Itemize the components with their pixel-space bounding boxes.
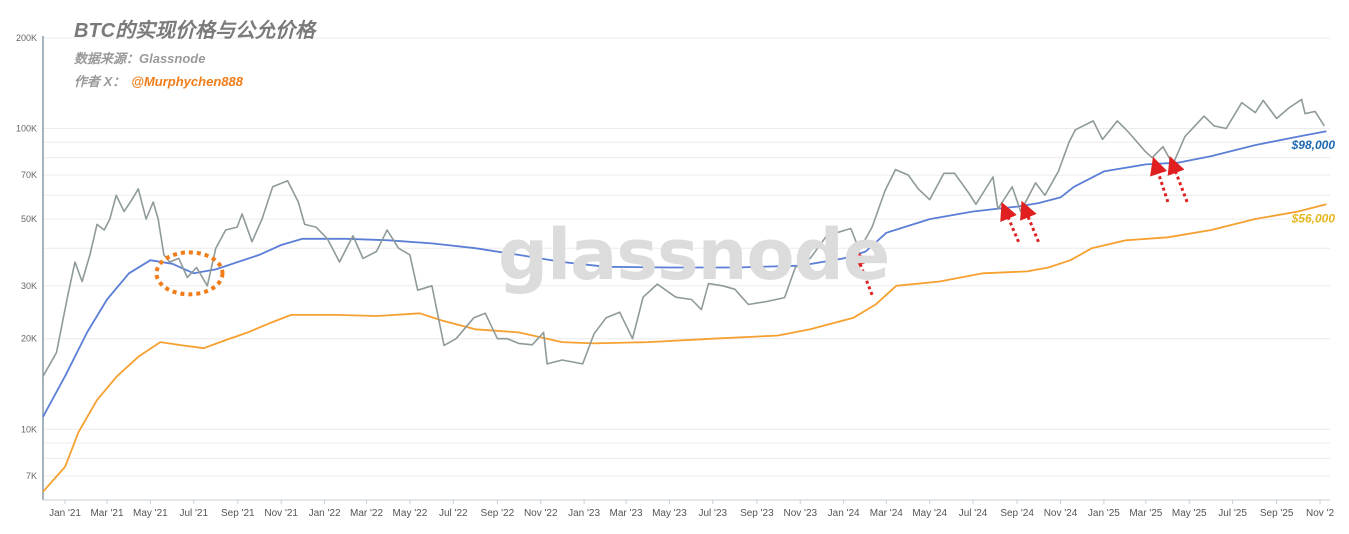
chart-title: BTC的实现价格与公允价格 bbox=[74, 20, 316, 42]
author-prefix: 作者 X： bbox=[74, 74, 126, 89]
x-tick-label: Jan '22 bbox=[309, 508, 341, 519]
x-tick-label: May '23 bbox=[652, 508, 687, 519]
x-tick-label: Mar '22 bbox=[350, 508, 383, 519]
x-tick-label: Jul '25 bbox=[1218, 508, 1247, 519]
x-tick-label: Nov '22 bbox=[524, 508, 558, 519]
y-tick-label: 7K bbox=[26, 471, 37, 481]
x-tick-label: Jul '22 bbox=[439, 508, 468, 519]
x-tick-label: May '24 bbox=[912, 508, 947, 519]
y-tick-label: 30K bbox=[21, 281, 37, 291]
x-tick-label: Sep '25 bbox=[1260, 508, 1294, 519]
x-tick-label: Mar '23 bbox=[610, 508, 643, 519]
x-tick-label: Nov '2 bbox=[1306, 508, 1334, 519]
x-tick-label: Sep '21 bbox=[221, 508, 255, 519]
dotted-circle-highlight bbox=[154, 250, 225, 297]
author-line: 作者 X： @Murphychen888 bbox=[74, 71, 243, 90]
x-tick-label: Jul '24 bbox=[959, 508, 988, 519]
dotted-arrow bbox=[852, 248, 874, 296]
x-tick-label: Sep '23 bbox=[740, 508, 774, 519]
annotations: $98,000 $56,000 bbox=[154, 138, 1336, 297]
x-tick-label: Jan '21 bbox=[49, 508, 81, 519]
x-tick-label: Sep '24 bbox=[1000, 508, 1034, 519]
x-tick-label: Mar '21 bbox=[90, 508, 123, 519]
x-tick-label: Mar '24 bbox=[870, 508, 903, 519]
dotted-arrow bbox=[1150, 156, 1170, 203]
x-tick-label: May '22 bbox=[393, 508, 428, 519]
price-line bbox=[42, 98, 1325, 377]
dotted-arrow bbox=[1020, 200, 1040, 243]
y-tick-label: 20K bbox=[21, 334, 37, 344]
realized-price-line bbox=[42, 203, 1327, 493]
x-tick-label: Jan '25 bbox=[1088, 508, 1120, 519]
data-source: 数据来源：Glassnode bbox=[74, 51, 206, 66]
fair-price-label: $98,000 bbox=[1291, 138, 1336, 152]
axes: 7K 10K 20K 30K 50K 70K 100K 200K Jan '21 Mar '21 M… bbox=[16, 33, 1335, 519]
x-tick-label: Nov '23 bbox=[783, 508, 817, 519]
dotted-arrow bbox=[1167, 155, 1189, 203]
x-tick-label: Jan '24 bbox=[828, 508, 860, 519]
series-lines bbox=[42, 98, 1327, 493]
x-tick-label: Nov '24 bbox=[1044, 508, 1078, 519]
grid-lines bbox=[43, 37, 1330, 477]
x-tick-label: Sep '22 bbox=[481, 508, 515, 519]
y-tick-label: 70K bbox=[21, 170, 37, 180]
x-tick-label: May '21 bbox=[133, 508, 168, 519]
y-tick-label: 10K bbox=[21, 424, 37, 434]
x-tick-label: Jul '21 bbox=[179, 508, 208, 519]
y-tick-label: 50K bbox=[21, 214, 37, 224]
dotted-arrow bbox=[1000, 201, 1020, 243]
x-tick-label: May '25 bbox=[1172, 508, 1207, 519]
x-tick-label: Jul '23 bbox=[699, 508, 728, 519]
realized-price-label: $56,000 bbox=[1291, 211, 1336, 225]
watermark: glassnode bbox=[498, 214, 890, 296]
x-tick-label: Jan '23 bbox=[568, 508, 600, 519]
x-tick-label: Mar '25 bbox=[1129, 508, 1162, 519]
x-tick-label: Nov '21 bbox=[264, 508, 298, 519]
y-tick-label: 100K bbox=[16, 124, 37, 134]
y-tick-label: 200K bbox=[16, 33, 37, 43]
author-handle: @Murphychen888 bbox=[131, 74, 243, 89]
